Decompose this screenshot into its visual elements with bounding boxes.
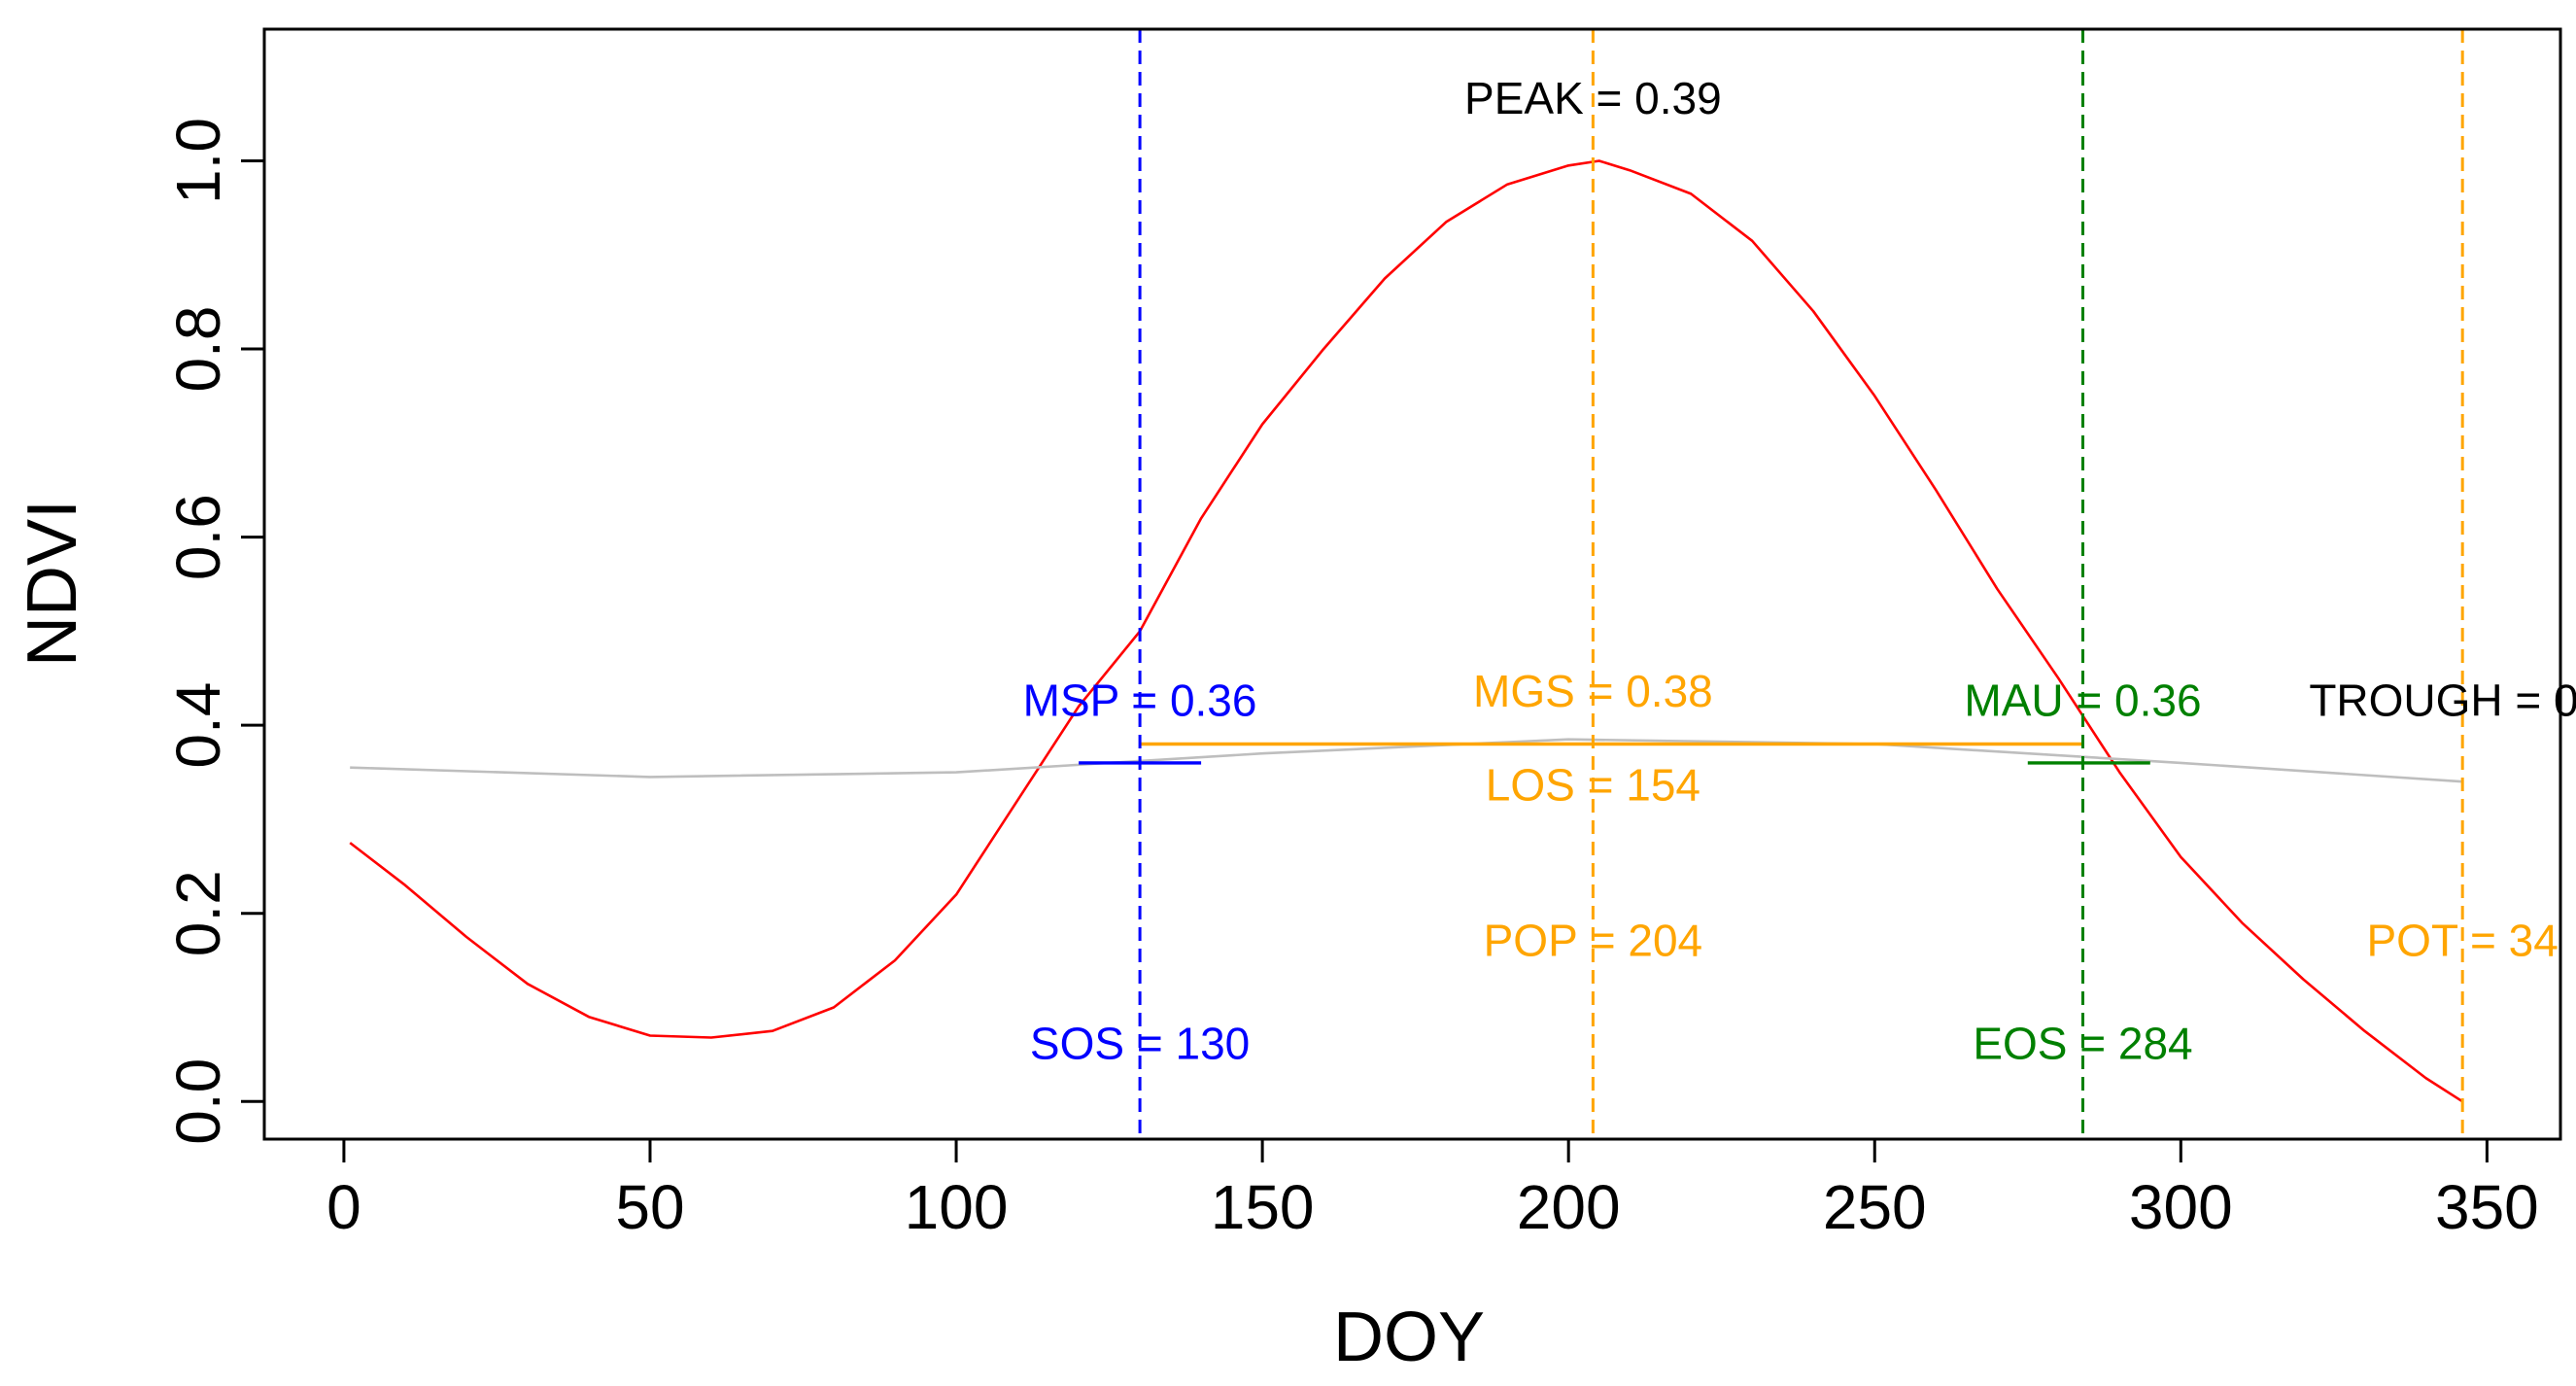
annotation-msp: MSP = 0.36	[1023, 675, 1257, 725]
annotation-eos: EOS = 284	[1973, 1019, 2192, 1069]
y-tick-label: 1.0	[163, 118, 233, 204]
annotation-los: LOS = 154	[1486, 760, 1700, 811]
annotation-peak: PEAK = 0.39	[1464, 73, 1722, 123]
x-tick-label: 300	[2129, 1172, 2233, 1242]
x-tick-label: 50	[615, 1172, 684, 1242]
annotation-sos: SOS = 130	[1030, 1019, 1250, 1069]
annotation-mau: MAU = 0.36	[1964, 675, 2201, 725]
y-tick-label: 0.8	[163, 306, 233, 393]
x-tick-label: 150	[1211, 1172, 1315, 1242]
annotation-pot: POT = 34	[2367, 915, 2559, 965]
series-ndvi-curve-line	[349, 159, 2463, 1103]
y-tick-label: 0.2	[163, 870, 233, 956]
annotation-pop: POP = 204	[1484, 915, 1703, 965]
y-tick-label: 0.4	[163, 682, 233, 769]
axes: 0 50 100 150 200 250 300 350 0.0 0.2 0.4 0.6 0.8 1.0	[163, 27, 2562, 1242]
x-tick-label: 200	[1517, 1172, 1621, 1242]
x-tick-label: 250	[1823, 1172, 1927, 1242]
y-tick-label: 0.0	[163, 1058, 233, 1145]
x-tick-label: 0	[326, 1172, 361, 1242]
y-tick-label: 0.6	[163, 494, 233, 580]
x-tick-label: 350	[2435, 1172, 2539, 1242]
plot-marks	[349, 29, 2464, 1139]
annotation-trough: TROUGH = 0.3	[2309, 675, 2576, 725]
series-baseline-line	[350, 738, 2463, 783]
plot-frame	[262, 27, 2562, 1141]
annotations: PEAK = 0.39 MSP = 0.36 MGS = 0.38 MAU = 0.3…	[1023, 73, 2576, 1069]
x-axis-title: DOY	[1333, 1299, 1485, 1376]
x-tick-label: 100	[905, 1172, 1009, 1242]
y-axis-title: NDVI	[14, 500, 91, 667]
annotation-mgs: MGS = 0.38	[1473, 666, 1713, 716]
